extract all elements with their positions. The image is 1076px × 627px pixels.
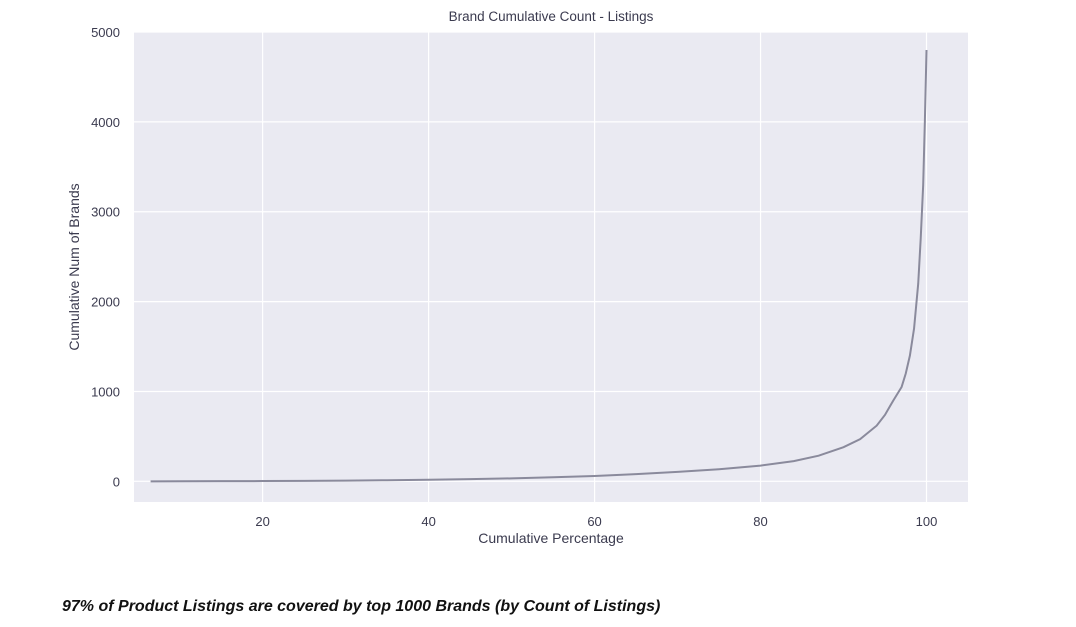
y-tick-label: 5000	[91, 25, 120, 40]
series-line	[150, 49, 928, 483]
y-tick-label: 1000	[91, 384, 120, 399]
y-tick-label: 2000	[91, 295, 120, 310]
y-axis-label: Cumulative Num of Brands	[66, 183, 82, 350]
chart-title: Brand Cumulative Count - Listings	[449, 9, 654, 24]
y-axis-ticks: 0 1000 2000 3000 4000 5000	[91, 25, 120, 489]
x-tick-label: 20	[255, 514, 269, 529]
x-tick-label: 80	[753, 514, 767, 529]
y-tick-label: 3000	[91, 205, 120, 220]
y-tick-label: 4000	[91, 115, 120, 130]
x-axis-ticks: 20 40 60 80 100	[255, 514, 937, 529]
y-tick-label: 0	[113, 474, 120, 489]
plot-area	[134, 32, 968, 502]
chart: 20 40 60 80 100 0 1000 2000 3000 4000 5000 Brand …	[66, 9, 968, 546]
x-tick-label: 60	[587, 514, 601, 529]
x-tick-label: 40	[421, 514, 435, 529]
x-tick-label: 100	[916, 514, 938, 529]
caption: 97% of Product Listings are covered by t…	[62, 598, 661, 615]
series-layer	[150, 49, 928, 483]
x-axis-label: Cumulative Percentage	[478, 530, 624, 546]
